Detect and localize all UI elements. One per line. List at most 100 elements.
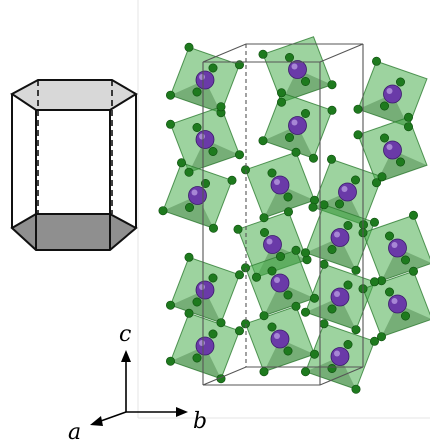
anion-atom — [208, 63, 218, 73]
cation-atom — [263, 235, 282, 254]
anion-atom — [300, 367, 310, 377]
cation-highlight — [199, 133, 205, 140]
a-axis-label: a — [68, 420, 81, 441]
anion-atom — [403, 122, 413, 132]
cation-atom — [270, 329, 290, 349]
anion-atom — [276, 97, 286, 107]
anion-atom — [327, 245, 337, 255]
anion-atom — [208, 273, 218, 283]
anion-atom — [184, 167, 194, 177]
anion-atom — [376, 332, 386, 342]
anion-atom — [350, 175, 360, 185]
anion-atom — [300, 109, 310, 119]
prism-bottom-face — [10, 213, 138, 251]
anion-atom — [209, 223, 219, 233]
cation-atom — [388, 294, 407, 314]
anion-atom — [353, 104, 363, 114]
anion-atom — [283, 192, 293, 202]
anion-atom — [369, 336, 379, 346]
anion-atom — [166, 90, 176, 100]
anion-atom — [403, 112, 413, 122]
anion-atom — [308, 202, 318, 212]
cation-highlight — [386, 144, 393, 150]
anion-atom — [351, 325, 361, 335]
anion-atom — [353, 130, 363, 140]
a-axis-arrow — [97, 411, 127, 423]
anion-atom — [327, 363, 337, 373]
cation-highlight — [199, 340, 205, 346]
anion-atom — [235, 150, 245, 160]
prism-top-face — [10, 79, 138, 111]
cation-atom — [330, 228, 350, 247]
anion-atom — [408, 266, 418, 276]
cation-atom — [195, 336, 215, 356]
cation-highlight — [199, 284, 205, 290]
anion-atom — [267, 266, 277, 276]
anion-atom — [166, 300, 176, 310]
anion-atom — [283, 346, 293, 356]
anion-atom — [300, 77, 310, 87]
anion-atom — [284, 133, 294, 143]
cation-atom — [288, 60, 307, 79]
anion-atom — [377, 172, 387, 182]
anion-atom — [275, 252, 285, 262]
anion-atom — [216, 318, 226, 328]
cation-highlight — [266, 238, 273, 245]
anion-atom — [259, 311, 269, 321]
anion-atom — [192, 353, 202, 363]
anion-atom — [235, 60, 245, 70]
cation-atom — [330, 287, 350, 307]
anion-atom — [309, 293, 319, 303]
anion-atom — [369, 217, 379, 227]
cation-highlight — [191, 189, 198, 196]
anion-atom — [326, 154, 336, 164]
anion-atom — [343, 339, 353, 349]
b-axis-label: b — [193, 409, 207, 434]
unit-cell — [202, 43, 364, 386]
cation-highlight — [391, 242, 398, 248]
anion-atom — [267, 168, 277, 178]
anion-atom — [327, 80, 337, 90]
anion-atom — [252, 272, 262, 282]
anion-atom — [177, 158, 187, 168]
anion-atom — [208, 329, 218, 339]
anion-atom — [259, 228, 269, 238]
cation-highlight — [386, 88, 393, 94]
cation-atom — [383, 140, 402, 160]
cation-atom — [188, 186, 207, 205]
anion-atom — [308, 153, 318, 163]
anion-atom — [216, 102, 226, 112]
anion-atom — [395, 77, 405, 87]
anion-atom — [192, 123, 202, 133]
anion-atom — [319, 200, 329, 210]
cation-atom — [388, 238, 407, 258]
anion-atom — [208, 147, 218, 157]
cation-highlight — [334, 291, 340, 297]
anion-atom — [235, 270, 245, 280]
anion-atom — [283, 290, 293, 300]
cation-highlight — [391, 298, 398, 304]
anion-atom — [384, 231, 394, 241]
anion-atom — [184, 252, 194, 262]
anion-atom — [371, 178, 381, 188]
cation-highlight — [199, 74, 205, 80]
anion-atom — [185, 203, 195, 213]
anion-atom — [327, 304, 337, 314]
anion-atom — [300, 307, 310, 317]
axes-triad: c b a — [68, 322, 207, 441]
hexagonal-prism-icon — [10, 79, 138, 251]
anion-atom — [259, 213, 269, 223]
anion-atom — [258, 49, 268, 59]
cation-highlight — [341, 186, 348, 192]
cation-atom — [270, 273, 290, 293]
c-axis-label: c — [119, 322, 131, 347]
anion-atom — [351, 265, 361, 275]
anion-atom — [291, 245, 301, 255]
anion-atom — [309, 349, 319, 359]
cation-highlight — [334, 350, 340, 357]
anion-atom — [184, 308, 194, 318]
anion-atom — [369, 277, 379, 287]
cation-atom — [195, 280, 215, 300]
anion-atom — [379, 133, 389, 143]
